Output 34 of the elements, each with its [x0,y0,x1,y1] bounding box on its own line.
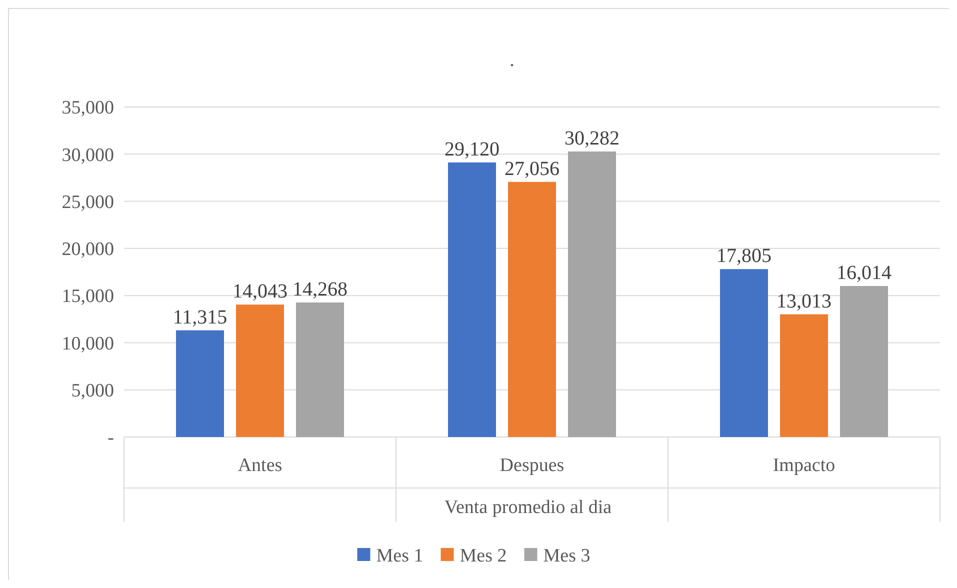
x-tick-label: Antes [238,455,282,476]
data-label: 29,120 [444,138,500,160]
bar [780,314,828,437]
chart-title: . [510,49,514,71]
y-tick-label: 5,000 [71,380,114,402]
data-label: 14,043 [232,280,288,303]
bar [840,286,888,437]
data-label: 30,282 [564,127,620,150]
legend-label: Mes 3 [543,546,590,567]
y-tick-label: 20,000 [62,239,114,260]
y-tick-label: 30,000 [62,144,114,166]
bar [448,162,496,437]
data-label: 13,013 [776,290,832,312]
y-tick-label: - [108,428,114,449]
y-tick-label: 35,000 [62,98,114,119]
bar [720,269,768,437]
x-tick-label: Despues [500,455,564,476]
x-axis-title: Venta promedio al dia [444,497,612,518]
legend-label: Mes 1 [376,546,424,567]
bar [176,330,224,437]
data-label: 27,056 [504,158,560,180]
y-tick-label: 25,000 [62,192,114,213]
data-label: 11,315 [172,306,228,328]
y-tick-label: 10,000 [62,333,114,354]
y-tick-label: 15,000 [62,286,114,308]
bar [236,304,284,437]
bar [508,182,556,437]
legend-label: Mes 2 [460,546,507,567]
bar [296,302,344,437]
x-tick-label: Impacto [772,455,836,476]
data-label: 17,805 [716,245,772,268]
data-label: 16,014 [836,262,892,284]
bar [568,151,616,437]
data-label: 14,268 [292,278,348,300]
